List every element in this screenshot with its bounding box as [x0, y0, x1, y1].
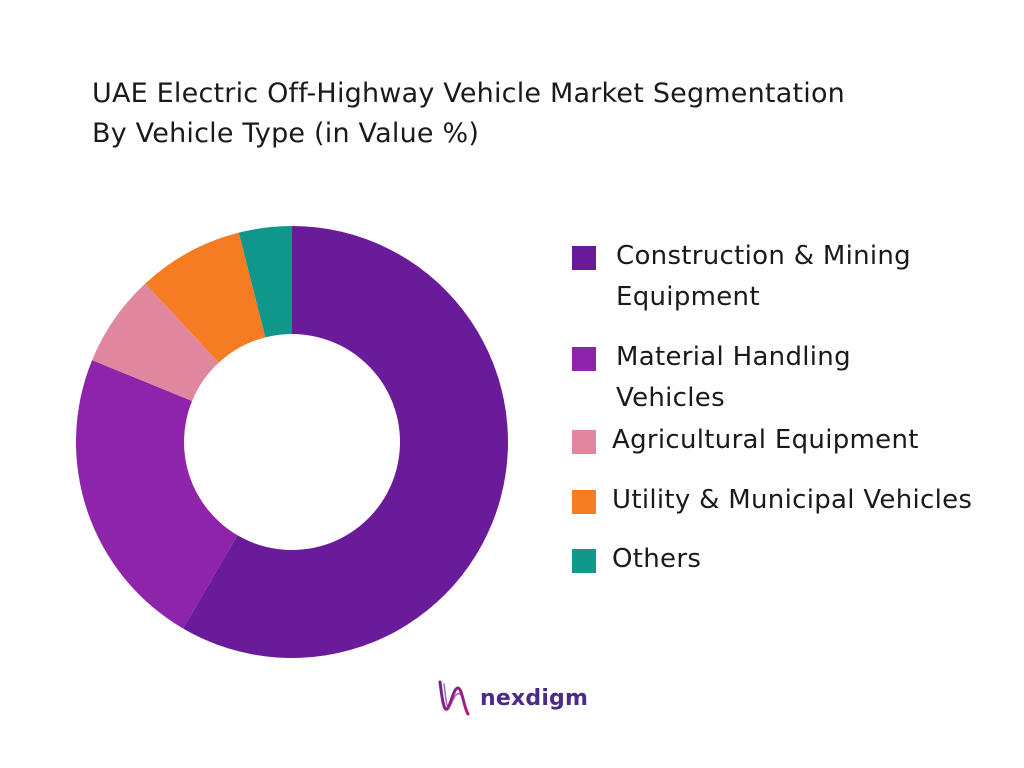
- donut-slice-utility-municipal-vehicles: [145, 232, 266, 363]
- legend-label-line: Equipment: [616, 282, 760, 312]
- chart-title-line-1: UAE Electric Off-Highway Vehicle Market …: [92, 78, 845, 109]
- legend-swatch: [572, 246, 596, 270]
- legend-item-material-handling: Material Handling Vehicles: [572, 337, 1022, 419]
- chart-title-line-2: By Vehicle Type (in Value %): [92, 118, 480, 149]
- nexdigm-wave-logo-icon: [438, 680, 470, 716]
- legend-label-line: Construction & Mining: [616, 241, 911, 271]
- donut-slice-others: [238, 226, 292, 338]
- legend-item-utility-municipal: Utility & Municipal Vehicles: [572, 480, 1022, 521]
- legend-label: Construction & Mining Equipment: [616, 236, 911, 318]
- donut-slice-construction-mining-equipment: [183, 226, 509, 658]
- donut-slice-agricultural-equipment: [92, 283, 219, 402]
- chart-title: UAE Electric Off-Highway Vehicle Market …: [92, 74, 992, 154]
- legend-swatch: [572, 347, 596, 371]
- legend-item-agricultural: Agricultural Equipment: [572, 420, 1022, 461]
- legend-label: Material Handling Vehicles: [616, 337, 851, 419]
- legend-swatch: [572, 549, 596, 573]
- brand-name: nexdigm: [480, 685, 589, 711]
- legend-label: Utility & Municipal Vehicles: [612, 485, 973, 515]
- brand-footer: nexdigm: [436, 678, 588, 718]
- legend-swatch: [572, 430, 596, 454]
- legend-label-line: Vehicles: [616, 383, 725, 413]
- legend-item-others: Others: [572, 539, 1022, 580]
- legend-label: Others: [612, 544, 702, 574]
- legend-label: Agricultural Equipment: [612, 425, 919, 455]
- legend-swatch: [572, 490, 596, 514]
- legend-item-construction-mining: Construction & Mining Equipment: [572, 236, 1022, 318]
- legend-label-line: Material Handling: [616, 342, 851, 372]
- donut-slice-material-handling-vehicles: [75, 360, 238, 629]
